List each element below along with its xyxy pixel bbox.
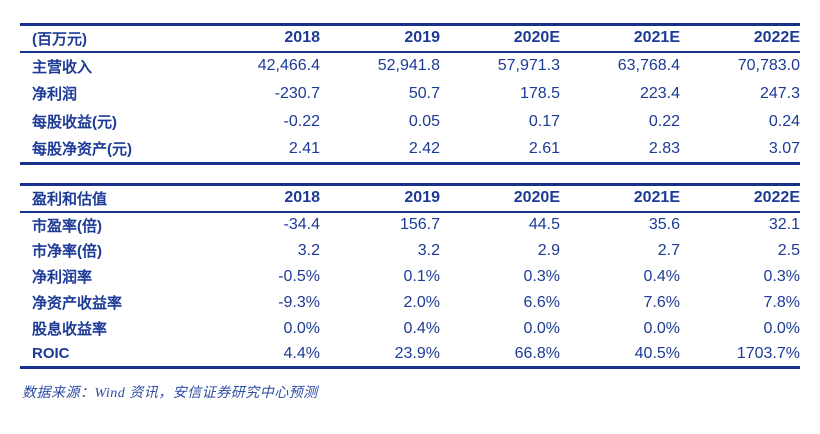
cell-value: 0.3% xyxy=(763,267,800,285)
table-row-roe: 净资产收益率 -9.3% 2.0% 6.6% 7.6% 7.8% xyxy=(20,290,800,316)
year-column-header-2021e: 2021E xyxy=(560,184,680,213)
cell-value: 3.2 xyxy=(417,241,440,259)
table-row-pb-ratio: 市净率(倍) 3.2 3.2 2.9 2.7 2.5 xyxy=(20,238,800,264)
cell-value: 156.7 xyxy=(399,216,440,233)
cell-value: 2.61 xyxy=(528,139,560,157)
year-column-header-2022e: 2022E xyxy=(680,24,800,53)
cell-value: 0.17 xyxy=(528,112,560,130)
table-row-dividend-yield: 股息收益率 0.0% 0.4% 0.0% 0.0% 0.0% xyxy=(20,316,800,342)
cell-value: -9.3% xyxy=(278,293,320,311)
year-column-header-2020e: 2020E xyxy=(440,24,560,53)
cell-value: 1703.7% xyxy=(736,344,800,362)
cell-value: 2.42 xyxy=(408,139,440,157)
data-source-note: 数据来源：Wind 资讯，安信证券研究中心预测 xyxy=(22,386,318,401)
cell-value: 63,768.4 xyxy=(617,57,680,74)
row-label: 净利润率 xyxy=(32,269,93,286)
cell-value: 2.41 xyxy=(288,139,320,157)
cell-value: -230.7 xyxy=(274,84,320,102)
unit-label: (百万元) xyxy=(20,24,200,53)
row-label: 主营收入 xyxy=(32,58,93,76)
cell-value: 0.0% xyxy=(643,319,680,337)
year-column-header-2019: 2019 xyxy=(320,24,440,53)
cell-value: 0.0% xyxy=(283,319,320,337)
table-row-net-profit: 净利润 -230.7 50.7 178.5 223.4 247.3 xyxy=(20,80,800,108)
cell-value: 50.7 xyxy=(408,84,440,102)
year-column-header-2018: 2018 xyxy=(200,184,320,213)
row-label: 市净率(倍) xyxy=(32,243,102,260)
valuation-table-header-row: 盈利和估值 2018 2019 2020E 2021E 2022E xyxy=(20,184,800,213)
cell-value: -0.5% xyxy=(278,267,320,285)
year-column-header-2019: 2019 xyxy=(320,184,440,213)
row-label: 股息收益率 xyxy=(32,321,108,338)
table-row-revenue: 主营收入 42,466.4 52,941.8 57,971.3 63,768.4… xyxy=(20,52,800,80)
cell-value: 44.5 xyxy=(528,216,560,233)
table-gap xyxy=(20,165,800,183)
cell-value: 3.2 xyxy=(297,241,320,259)
row-label: 净资产收益率 xyxy=(32,295,123,312)
cell-value: 35.6 xyxy=(648,216,680,233)
row-label: 市盈率(倍) xyxy=(32,217,102,235)
cell-value: 2.5 xyxy=(777,241,800,259)
year-column-header-2021e: 2021E xyxy=(560,24,680,53)
cell-value: 0.1% xyxy=(403,267,440,285)
report-table-panel: (百万元) 2018 2019 2020E 2021E 2022E 主营收入 4… xyxy=(20,23,800,401)
cell-value: 0.22 xyxy=(648,112,680,130)
cell-value: 70,783.0 xyxy=(737,57,800,74)
row-label: 净利润 xyxy=(32,86,78,103)
cell-value: 40.5% xyxy=(634,344,680,362)
row-label: 每股净资产(元) xyxy=(32,141,132,159)
year-column-header-2022e: 2022E xyxy=(680,184,800,213)
cell-value: 178.5 xyxy=(519,84,560,102)
cell-value: 66.8% xyxy=(514,344,560,362)
cell-value: -34.4 xyxy=(283,216,320,233)
cell-value: -0.22 xyxy=(283,112,320,130)
cell-value: 247.3 xyxy=(759,84,800,102)
year-column-header-2018: 2018 xyxy=(200,24,320,53)
cell-value: 223.4 xyxy=(639,84,680,102)
cell-value: 2.9 xyxy=(537,241,560,259)
cell-value: 0.24 xyxy=(768,112,800,130)
row-label: 每股收益(元) xyxy=(32,114,117,131)
income-forecast-table: (百万元) 2018 2019 2020E 2021E 2022E 主营收入 4… xyxy=(20,23,800,165)
cell-value: 57,971.3 xyxy=(497,57,560,74)
cell-value: 0.4% xyxy=(643,267,680,285)
table-row-roic: ROIC 4.4% 23.9% 66.8% 40.5% 1703.7% xyxy=(20,342,800,368)
income-table-header-row: (百万元) 2018 2019 2020E 2021E 2022E xyxy=(20,24,800,53)
cell-value: 0.3% xyxy=(523,267,560,285)
cell-value: 7.6% xyxy=(643,293,680,311)
row-label: ROIC xyxy=(32,345,70,363)
cell-value: 0.0% xyxy=(523,319,560,337)
cell-value: 0.4% xyxy=(403,319,440,337)
table-row-pe-ratio: 市盈率(倍) -34.4 156.7 44.5 35.6 32.1 xyxy=(20,212,800,238)
cell-value: 32.1 xyxy=(768,216,800,233)
cell-value: 3.07 xyxy=(768,139,800,157)
cell-value: 2.83 xyxy=(648,139,680,157)
cell-value: 2.7 xyxy=(657,241,680,259)
cell-value: 0.0% xyxy=(763,319,800,337)
table-row-net-margin: 净利润率 -0.5% 0.1% 0.3% 0.4% 0.3% xyxy=(20,264,800,290)
cell-value: 7.8% xyxy=(763,293,800,311)
cell-value: 4.4% xyxy=(283,344,320,362)
valuation-table-title: 盈利和估值 xyxy=(20,184,200,213)
cell-value: 42,466.4 xyxy=(257,57,320,74)
year-column-header-2020e: 2020E xyxy=(440,184,560,213)
table-row-eps: 每股收益(元) -0.22 0.05 0.17 0.22 0.24 xyxy=(20,108,800,136)
table-row-book-value-per-share: 每股净资产(元) 2.41 2.42 2.61 2.83 3.07 xyxy=(20,136,800,164)
cell-value: 6.6% xyxy=(523,293,560,311)
valuation-table: 盈利和估值 2018 2019 2020E 2021E 2022E 市盈率(倍)… xyxy=(20,183,800,369)
cell-value: 0.05 xyxy=(408,112,440,130)
cell-value: 52,941.8 xyxy=(377,57,440,74)
cell-value: 23.9% xyxy=(394,344,440,362)
cell-value: 2.0% xyxy=(403,293,440,311)
